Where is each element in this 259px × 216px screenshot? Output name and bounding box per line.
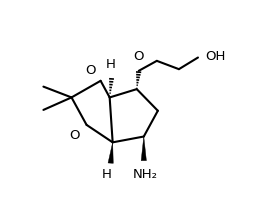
Text: OH: OH xyxy=(205,50,225,63)
Text: H: H xyxy=(105,58,115,71)
Polygon shape xyxy=(108,142,113,163)
Text: O: O xyxy=(70,129,80,142)
Text: H: H xyxy=(101,168,111,181)
Text: O: O xyxy=(85,64,96,77)
Text: NH₂: NH₂ xyxy=(132,168,157,181)
Polygon shape xyxy=(141,137,146,161)
Text: O: O xyxy=(133,50,144,63)
